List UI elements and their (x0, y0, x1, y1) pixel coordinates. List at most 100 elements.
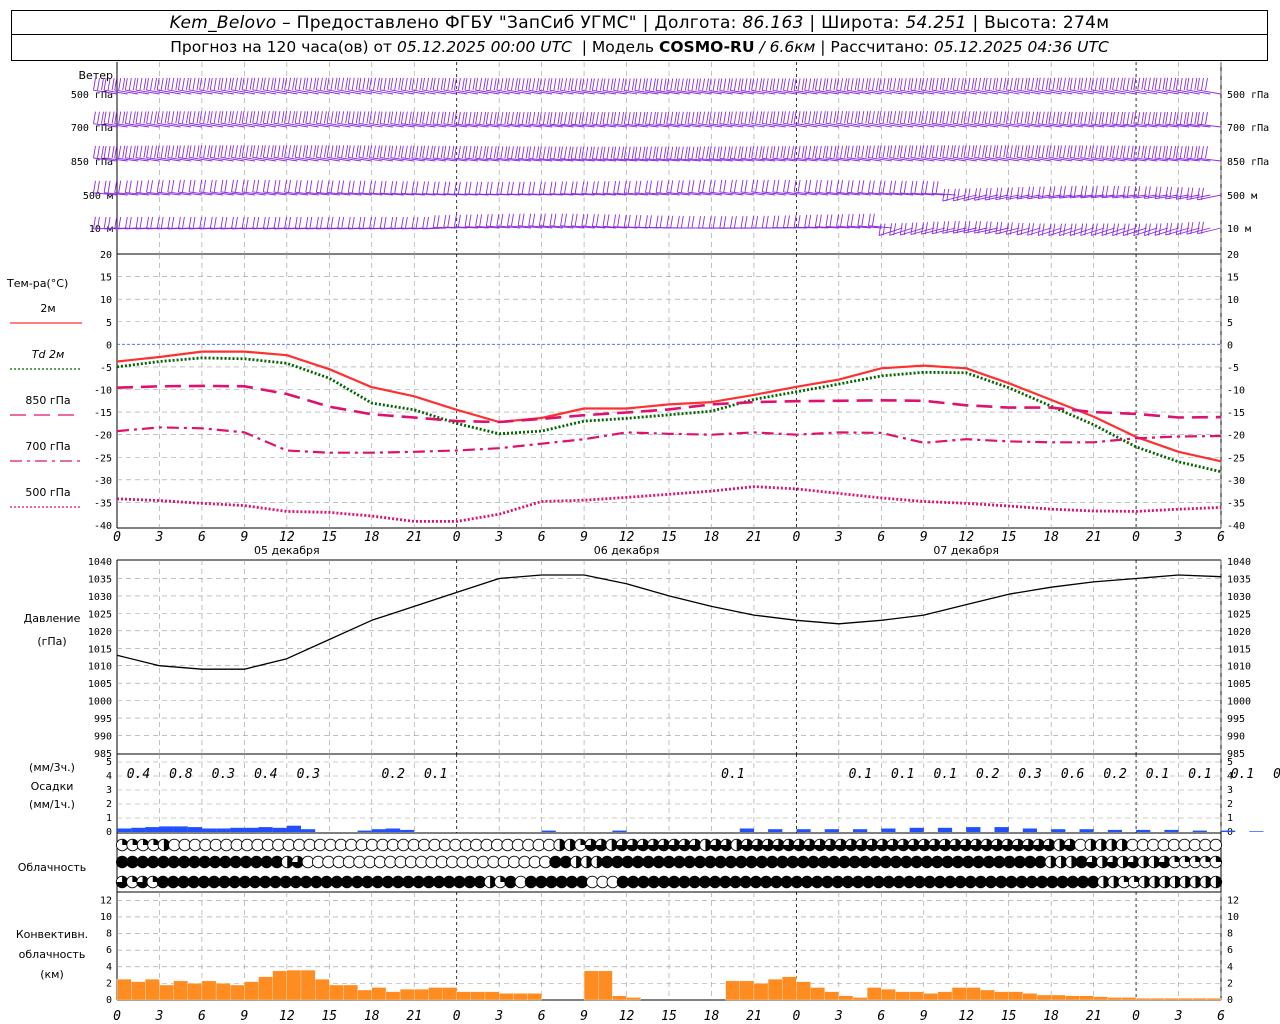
cloud-symbol (683, 855, 696, 869)
wind-barb-shaft (411, 123, 436, 128)
wind-barb-feather (122, 78, 126, 91)
wind-barb-shaft (847, 157, 871, 162)
wind-barb-feather (649, 215, 652, 228)
wind-level-label: 10 м (89, 224, 113, 235)
wind-barb-feather (670, 215, 674, 228)
cloud-symbol (1158, 855, 1171, 869)
wind-barb-feather (400, 77, 404, 91)
cloud-three-quarter (928, 839, 941, 851)
wind-barb-shaft (878, 89, 903, 95)
conv-bar (966, 987, 981, 1001)
wind-barb-feather (288, 216, 292, 229)
wind-barb-feather (783, 78, 786, 91)
wind-barb (921, 78, 946, 95)
wind-barb-feather (960, 77, 964, 91)
wind-barb-feather (733, 179, 737, 193)
wind-barb-feather (337, 180, 341, 193)
wind-barb-feather (956, 111, 960, 124)
wind-barb (676, 146, 701, 162)
wind-barb-shaft (995, 89, 1020, 95)
wind-barb-feather (203, 179, 207, 193)
wind-barb-feather (808, 145, 812, 159)
wind-barb (103, 145, 128, 162)
temp-tick-left: 20 (100, 250, 112, 261)
wind-barb-shaft (157, 89, 181, 95)
conv-bar (399, 989, 415, 1001)
wind-barb (825, 145, 850, 162)
wind-barb-feather (1154, 112, 1158, 125)
wind-barb-shaft (709, 123, 733, 128)
wind-barb (729, 78, 754, 95)
wind-barb-feather (791, 146, 794, 159)
wind-barb-feather (1173, 112, 1177, 125)
cloud-circle (507, 855, 521, 869)
wind-barb-feather (341, 216, 345, 229)
wind-barb-feather (485, 214, 489, 227)
wind-barb-feather (309, 111, 313, 124)
wind-barb-feather (918, 78, 922, 91)
wind-barb-shaft (677, 90, 701, 95)
precip-unit-bottom: (мм/1ч.) (29, 798, 75, 811)
wind-barb-feather (988, 221, 992, 234)
wind-barb-feather (536, 146, 540, 159)
lat-value: 54.251 (905, 13, 967, 33)
wind-barb-feather (1037, 145, 1041, 158)
wind-barb-shaft (687, 90, 712, 95)
wind-barb (613, 111, 638, 128)
wind-barb (581, 146, 606, 162)
wind-barb-feather (1120, 145, 1124, 158)
wind-barb (485, 214, 510, 229)
wind-barb (708, 111, 733, 128)
wind-barb-feather (107, 145, 111, 159)
wind-barb-shaft (316, 89, 341, 95)
wind-barb-shaft (104, 89, 128, 95)
wind-barb (687, 111, 712, 128)
precip-bar (768, 829, 783, 832)
wind-barb-feather (914, 78, 918, 91)
conv-bar (187, 983, 203, 1001)
precip-tick-right: 2 (1227, 799, 1233, 810)
wind-barb-shaft (539, 193, 563, 196)
wind-barb (645, 180, 670, 196)
conv-bar (626, 997, 641, 1001)
wind-barb-feather (334, 145, 338, 158)
wind-barb-feather (553, 146, 557, 159)
wind-barb (517, 112, 542, 128)
wind-barb-shaft (889, 192, 914, 196)
cloud-symbol (272, 838, 285, 852)
wind-barb-feather (383, 145, 387, 158)
wind-barb (475, 78, 500, 95)
wind-barb-feather (702, 180, 706, 193)
wind-barb-feather (1067, 77, 1070, 90)
wind-barb (793, 215, 818, 229)
wind-barb-feather (323, 111, 327, 124)
wind-barb-feather (897, 78, 901, 91)
wind-barb-feather (496, 146, 500, 159)
cloud-symbol (1178, 838, 1191, 852)
wind-barb-feather (262, 216, 266, 229)
wind-barb-feather (326, 111, 330, 124)
wind-barb-feather (610, 78, 614, 91)
wind-barb-feather (1084, 185, 1088, 198)
wind-barb-feather (1035, 145, 1039, 158)
wind-barb (963, 145, 988, 162)
wind-barb-feather (653, 111, 656, 125)
wind-barb-feather (621, 78, 625, 91)
wind-barb-feather (914, 181, 918, 194)
temp-tick-left: -15 (94, 408, 112, 419)
wind-barb (177, 77, 202, 95)
wind-barb-feather (220, 216, 224, 229)
wind-barb-feather (708, 216, 712, 229)
wind-barb-shaft (518, 225, 542, 229)
cloud-symbol (657, 838, 671, 852)
wind-barb-feather (1126, 77, 1130, 90)
press-tick-right: 990 (1227, 732, 1245, 743)
wind-barb-shaft (539, 225, 563, 229)
cloud-three-quarter (1158, 856, 1171, 868)
cloud-circle (1126, 838, 1139, 852)
cloud-symbol (1158, 875, 1172, 889)
wind-barb (538, 146, 563, 162)
wind-barb-feather (164, 145, 168, 158)
wind-barb-feather (347, 145, 351, 158)
wind-barb-shaft (740, 90, 765, 95)
